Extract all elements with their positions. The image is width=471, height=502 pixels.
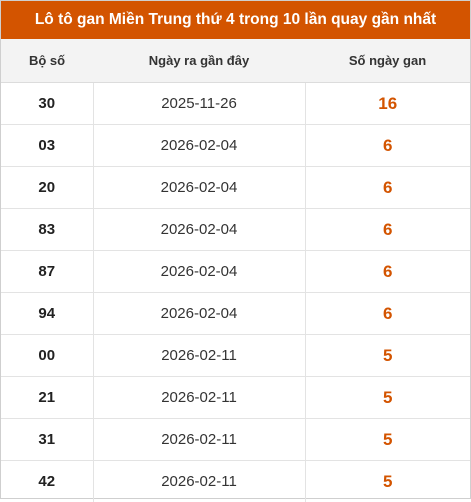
row-days-cell: 6: [305, 209, 470, 251]
row-last-date-cell: 2026-02-04: [93, 293, 305, 335]
row-number-cell: 03: [1, 125, 93, 167]
row-days-cell: 6: [305, 125, 470, 167]
row-number-cell: 87: [1, 251, 93, 293]
row-last-date-cell: 2026-02-04: [93, 125, 305, 167]
row-number-cell: 00: [1, 335, 93, 377]
table-header-row: Bộ số Ngày ra gần đây Số ngày gan: [1, 39, 470, 83]
row-days-cell: 16: [305, 83, 470, 125]
column-header-last-date: Ngày ra gần đây: [93, 39, 305, 83]
row-last-date-cell: 2026-02-04: [93, 167, 305, 209]
row-last-date-cell: 2026-02-04: [93, 209, 305, 251]
row-last-date-cell: 2026-02-11: [93, 377, 305, 419]
column-header-days: Số ngày gan: [305, 39, 470, 83]
row-number-cell: 30: [1, 83, 93, 125]
row-days-cell: 6: [305, 167, 470, 209]
row-days-cell: 5: [305, 377, 470, 419]
row-number-cell: 83: [1, 209, 93, 251]
row-number-cell: 21: [1, 377, 93, 419]
row-last-date-cell: 2026-02-11: [93, 461, 305, 502]
panel-title: Lô tô gan Miền Trung thứ 4 trong 10 lần …: [1, 1, 470, 39]
row-last-date-cell: 2026-02-11: [93, 335, 305, 377]
row-last-date-cell: 2026-02-11: [93, 419, 305, 461]
row-days-cell: 6: [305, 251, 470, 293]
column-header-number: Bộ số: [1, 39, 93, 83]
row-number-cell: 42: [1, 461, 93, 502]
row-days-cell: 6: [305, 293, 470, 335]
row-number-cell: 20: [1, 167, 93, 209]
row-days-cell: 5: [305, 335, 470, 377]
row-number-cell: 31: [1, 419, 93, 461]
row-days-cell: 5: [305, 461, 470, 502]
row-last-date-cell: 2026-02-04: [93, 251, 305, 293]
row-last-date-cell: 2025-11-26: [93, 83, 305, 125]
row-days-cell: 5: [305, 419, 470, 461]
row-number-cell: 94: [1, 293, 93, 335]
